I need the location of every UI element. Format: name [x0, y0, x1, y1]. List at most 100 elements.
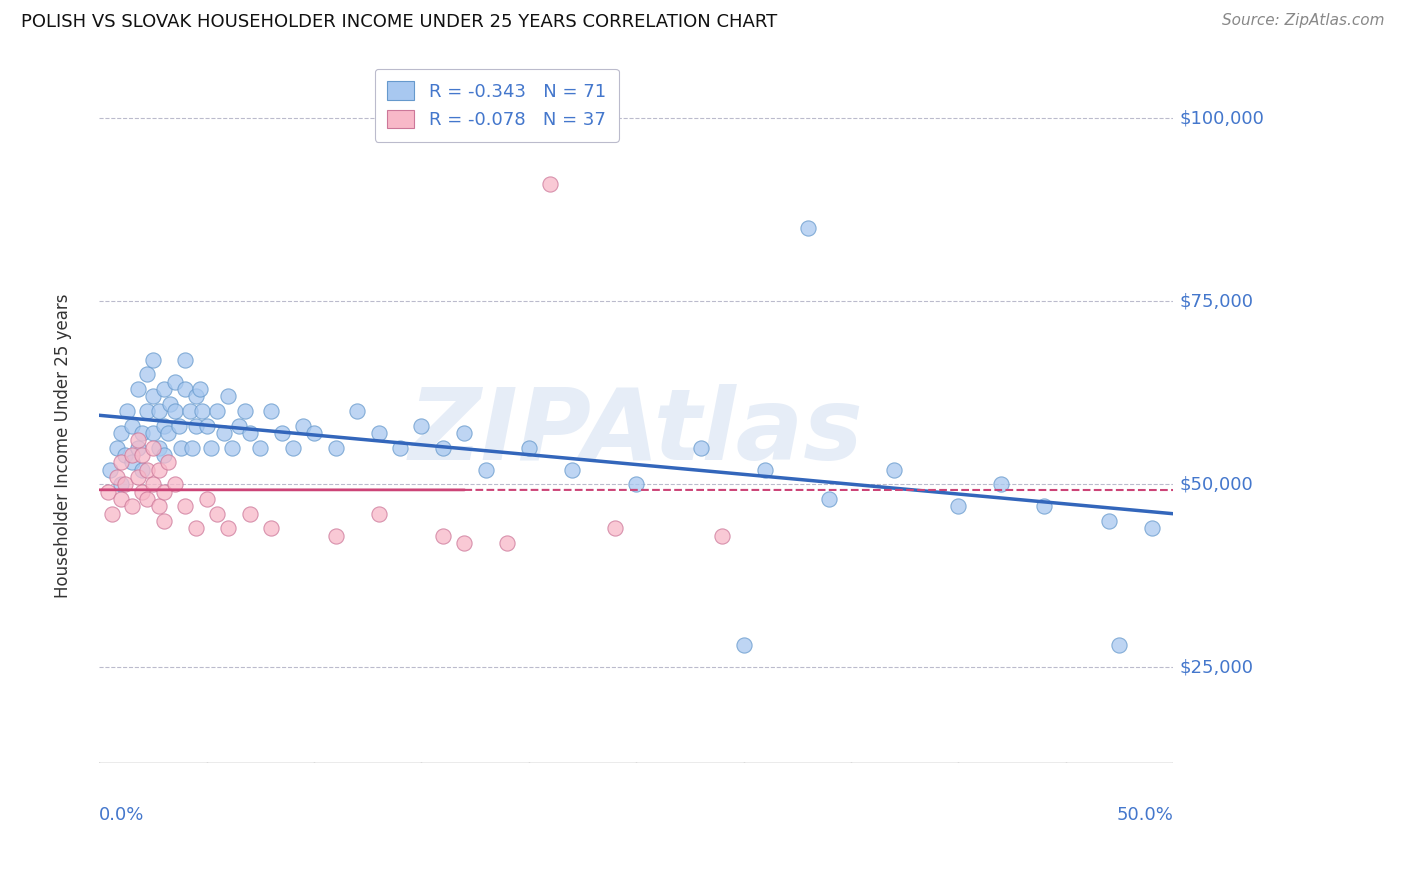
- Point: [432, 441, 454, 455]
- Point: [157, 425, 180, 440]
- Point: [152, 382, 174, 396]
- Point: [135, 404, 157, 418]
- Point: [195, 491, 218, 506]
- Point: [249, 441, 271, 455]
- Point: [239, 507, 262, 521]
- Point: [148, 463, 170, 477]
- Point: [131, 484, 153, 499]
- Point: [711, 528, 734, 542]
- Point: [114, 448, 136, 462]
- Text: ZIPAtlas: ZIPAtlas: [409, 384, 863, 481]
- Point: [948, 500, 970, 514]
- Point: [159, 397, 181, 411]
- Point: [1033, 500, 1056, 514]
- Point: [517, 441, 540, 455]
- Text: Source: ZipAtlas.com: Source: ZipAtlas.com: [1222, 13, 1385, 29]
- Point: [152, 484, 174, 499]
- Point: [131, 448, 153, 462]
- Point: [733, 639, 755, 653]
- Point: [127, 470, 149, 484]
- Point: [117, 404, 139, 418]
- Point: [179, 404, 201, 418]
- Point: [212, 425, 235, 440]
- Point: [184, 521, 207, 535]
- Text: $25,000: $25,000: [1180, 658, 1254, 676]
- Point: [432, 528, 454, 542]
- Point: [127, 434, 149, 448]
- Point: [475, 463, 498, 477]
- Point: [235, 404, 257, 418]
- Point: [260, 521, 283, 535]
- Point: [207, 507, 229, 521]
- Point: [148, 404, 170, 418]
- Point: [325, 528, 347, 542]
- Point: [142, 477, 165, 491]
- Point: [453, 536, 475, 550]
- Point: [346, 404, 368, 418]
- Point: [689, 441, 711, 455]
- Point: [754, 463, 776, 477]
- Point: [603, 521, 626, 535]
- Point: [121, 455, 143, 469]
- Text: POLISH VS SLOVAK HOUSEHOLDER INCOME UNDER 25 YEARS CORRELATION CHART: POLISH VS SLOVAK HOUSEHOLDER INCOME UNDE…: [21, 13, 778, 31]
- Point: [184, 418, 207, 433]
- Point: [990, 477, 1012, 491]
- Legend: R = -0.343   N = 71, R = -0.078   N = 37: R = -0.343 N = 71, R = -0.078 N = 37: [374, 69, 619, 142]
- Point: [538, 177, 561, 191]
- Point: [97, 484, 120, 499]
- Point: [110, 425, 132, 440]
- Point: [142, 425, 165, 440]
- Point: [142, 389, 165, 403]
- Point: [110, 477, 132, 491]
- Point: [624, 477, 647, 491]
- Point: [131, 425, 153, 440]
- Point: [797, 221, 820, 235]
- Text: 0.0%: 0.0%: [100, 806, 145, 824]
- Point: [101, 507, 124, 521]
- Point: [221, 441, 243, 455]
- Point: [152, 514, 174, 528]
- Point: [152, 418, 174, 433]
- Point: [163, 477, 186, 491]
- Point: [127, 382, 149, 396]
- Point: [157, 455, 180, 469]
- Point: [98, 463, 121, 477]
- Point: [325, 441, 347, 455]
- Point: [217, 389, 239, 403]
- Point: [561, 463, 583, 477]
- Point: [152, 448, 174, 462]
- Point: [1097, 514, 1119, 528]
- Point: [1108, 639, 1130, 653]
- Point: [217, 521, 239, 535]
- Point: [174, 352, 197, 367]
- Text: 50.0%: 50.0%: [1116, 806, 1173, 824]
- Point: [105, 441, 128, 455]
- Point: [148, 500, 170, 514]
- Text: Householder Income Under 25 years: Householder Income Under 25 years: [55, 293, 72, 599]
- Point: [453, 425, 475, 440]
- Point: [148, 441, 170, 455]
- Point: [818, 491, 841, 506]
- Point: [114, 477, 136, 491]
- Text: $50,000: $50,000: [1180, 475, 1253, 493]
- Point: [367, 425, 389, 440]
- Point: [270, 425, 292, 440]
- Point: [184, 389, 207, 403]
- Text: $75,000: $75,000: [1180, 293, 1254, 310]
- Point: [496, 536, 519, 550]
- Point: [167, 418, 190, 433]
- Point: [142, 441, 165, 455]
- Point: [195, 418, 218, 433]
- Text: $100,000: $100,000: [1180, 109, 1264, 128]
- Point: [121, 500, 143, 514]
- Point: [135, 368, 157, 382]
- Point: [1140, 521, 1163, 535]
- Point: [121, 448, 143, 462]
- Point: [121, 418, 143, 433]
- Point: [110, 491, 132, 506]
- Point: [883, 463, 905, 477]
- Point: [127, 441, 149, 455]
- Point: [207, 404, 229, 418]
- Point: [191, 404, 214, 418]
- Point: [180, 441, 202, 455]
